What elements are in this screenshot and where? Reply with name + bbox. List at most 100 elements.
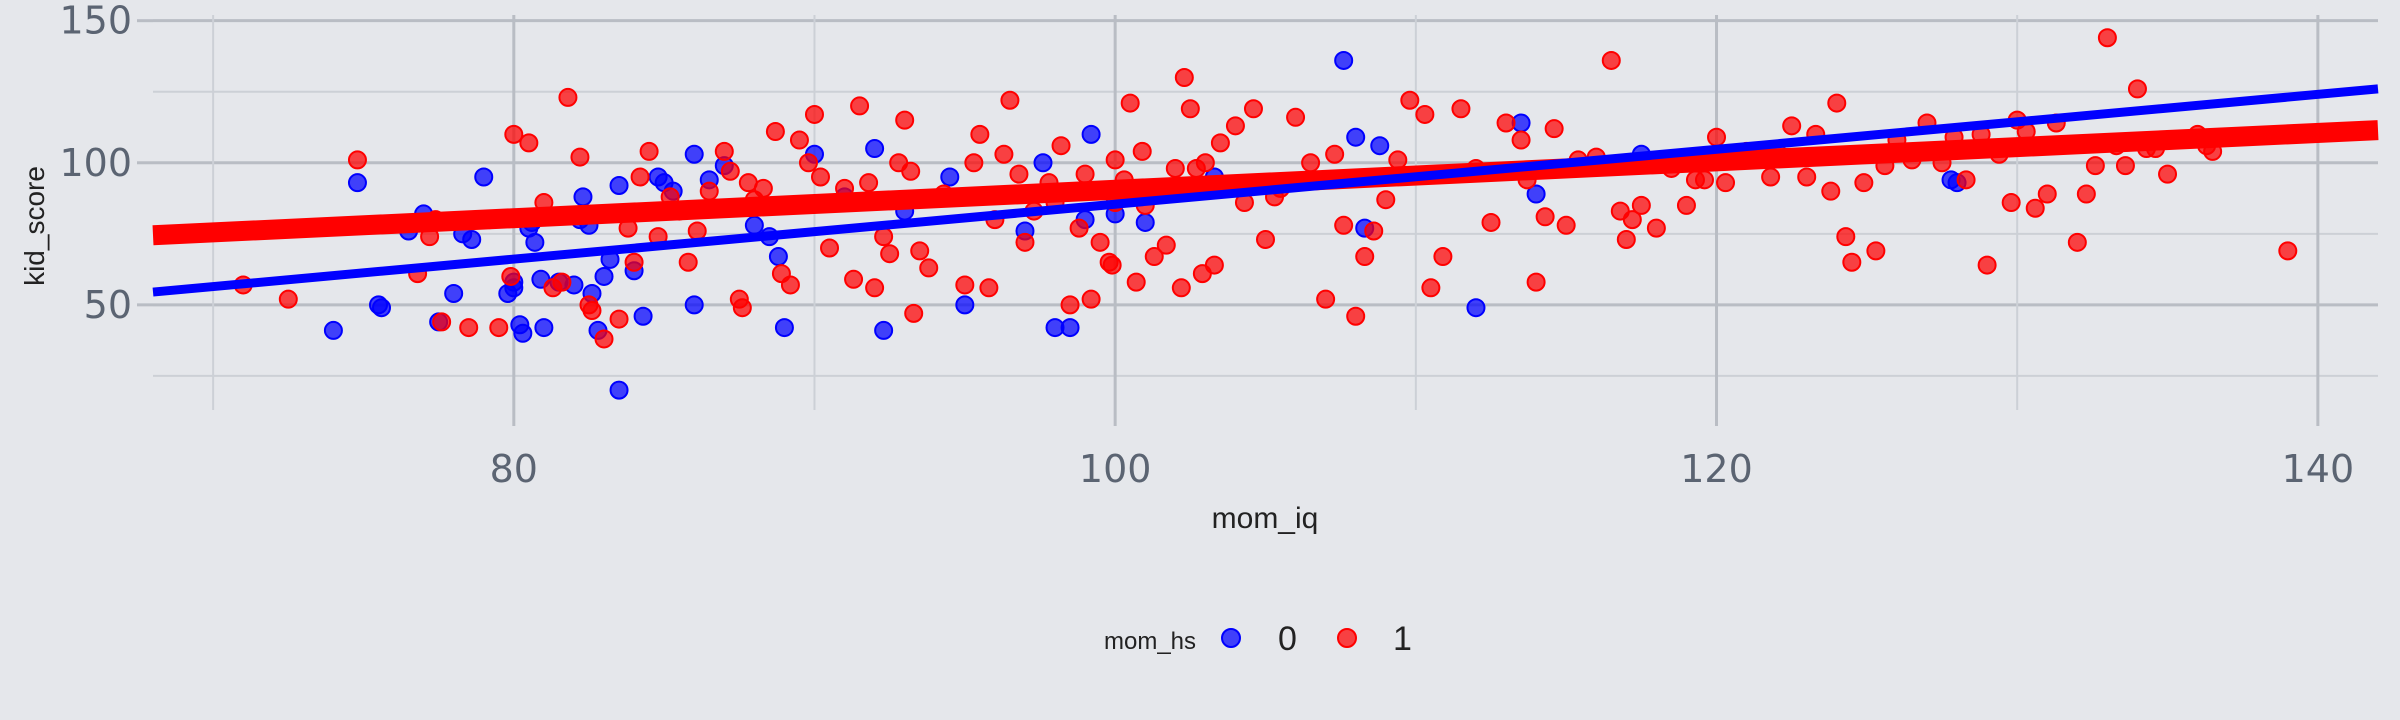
data-point-1 — [1622, 210, 1642, 230]
data-point-1 — [1165, 158, 1185, 178]
data-point-1 — [1156, 235, 1176, 255]
data-point-1 — [1144, 247, 1164, 267]
data-point-1 — [1556, 215, 1576, 235]
regression-line-1 — [152, 120, 2379, 246]
data-point-1 — [1364, 221, 1384, 241]
data-point-1 — [859, 173, 879, 193]
data-point-1 — [1105, 150, 1125, 170]
data-point-0 — [744, 215, 764, 235]
data-point-1 — [1102, 255, 1122, 275]
data-point-1 — [1481, 212, 1501, 232]
data-point-1 — [2037, 184, 2057, 204]
data-point-1 — [570, 147, 590, 167]
data-point-0 — [684, 144, 704, 164]
data-point-1 — [1000, 90, 1020, 110]
data-point-0 — [1060, 318, 1080, 338]
data-point-0 — [955, 295, 975, 315]
x-tick-label: 80 — [490, 447, 538, 491]
data-point-1 — [1075, 164, 1095, 184]
data-point-1 — [1451, 99, 1471, 119]
data-point-0 — [347, 173, 367, 193]
data-point-0 — [462, 229, 482, 249]
data-point-0 — [323, 320, 343, 340]
data-point-1 — [1334, 215, 1354, 235]
data-point-1 — [780, 275, 800, 295]
data-point-1 — [552, 272, 572, 292]
data-point-1 — [714, 141, 734, 161]
data-point-1 — [1535, 207, 1555, 227]
data-point-1 — [1433, 247, 1453, 267]
data-point-1 — [1316, 289, 1336, 309]
data-point-1 — [789, 130, 809, 150]
data-point-1 — [970, 124, 990, 144]
data-point-0 — [573, 187, 593, 207]
data-point-1 — [901, 161, 921, 181]
data-point-0 — [1033, 153, 1053, 173]
data-point-1 — [1646, 218, 1666, 238]
y-axis-title: kid_score — [19, 166, 50, 286]
data-point-1 — [2001, 193, 2021, 213]
data-point-0 — [513, 323, 533, 343]
data-point-1 — [582, 301, 602, 321]
data-point-0 — [768, 247, 788, 267]
legend-marker-1 — [1337, 628, 1357, 648]
data-point-1 — [1854, 173, 1874, 193]
data-point-1 — [964, 153, 984, 173]
data-point-1 — [1977, 255, 1997, 275]
legend: mom_hs 0 1 — [1104, 620, 1412, 658]
data-point-1 — [1415, 104, 1435, 124]
data-point-1 — [765, 122, 785, 142]
x-tick-label: 140 — [2282, 447, 2355, 491]
data-point-1 — [874, 227, 894, 247]
data-point-1 — [732, 298, 752, 318]
data-point-1 — [850, 96, 870, 116]
data-point-1 — [994, 144, 1014, 164]
data-point-1 — [1015, 232, 1035, 252]
data-point-1 — [687, 221, 707, 241]
data-point-1 — [1496, 113, 1516, 133]
data-point-1 — [955, 275, 975, 295]
data-point-1 — [910, 241, 930, 261]
data-point-1 — [753, 178, 773, 198]
data-point-1 — [2127, 79, 2147, 99]
data-point-1 — [1544, 119, 1564, 139]
data-point-1 — [895, 110, 915, 130]
data-point-1 — [1866, 241, 1886, 261]
data-point-1 — [630, 167, 650, 187]
data-point-1 — [904, 303, 924, 323]
data-point-0 — [474, 167, 494, 187]
data-point-1 — [1180, 99, 1200, 119]
data-point-1 — [865, 278, 885, 298]
data-point-1 — [1069, 218, 1089, 238]
data-point-1 — [811, 167, 830, 187]
data-point-1 — [720, 161, 740, 181]
data-point-1 — [2085, 156, 2105, 176]
data-point-1 — [1716, 173, 1736, 193]
regression-line-0 — [152, 84, 2379, 297]
legend-marker-0 — [1221, 628, 1241, 648]
data-point-1 — [594, 329, 614, 349]
data-point-1 — [1836, 227, 1856, 247]
data-point-1 — [699, 181, 719, 201]
data-point-0 — [1334, 50, 1354, 70]
legend-label-1: 1 — [1393, 620, 1412, 658]
data-point-1 — [1346, 306, 1366, 326]
data-point-1 — [624, 252, 644, 272]
x-axis-title: mom_iq — [1212, 502, 1319, 535]
data-point-0 — [594, 266, 614, 286]
data-point-1 — [1511, 130, 1531, 150]
data-point-1 — [459, 318, 479, 338]
data-point-1 — [1676, 195, 1696, 215]
data-point-1 — [432, 312, 452, 332]
data-point-1 — [979, 278, 999, 298]
data-point-0 — [444, 283, 464, 303]
legend-title: mom_hs — [1104, 628, 1196, 655]
data-point-1 — [919, 258, 939, 278]
data-point-1 — [844, 269, 864, 289]
data-point-0 — [774, 318, 794, 338]
data-point-1 — [2025, 198, 2045, 218]
data-point-0 — [534, 318, 554, 338]
data-point-1 — [609, 309, 629, 329]
data-point-1 — [820, 238, 840, 258]
